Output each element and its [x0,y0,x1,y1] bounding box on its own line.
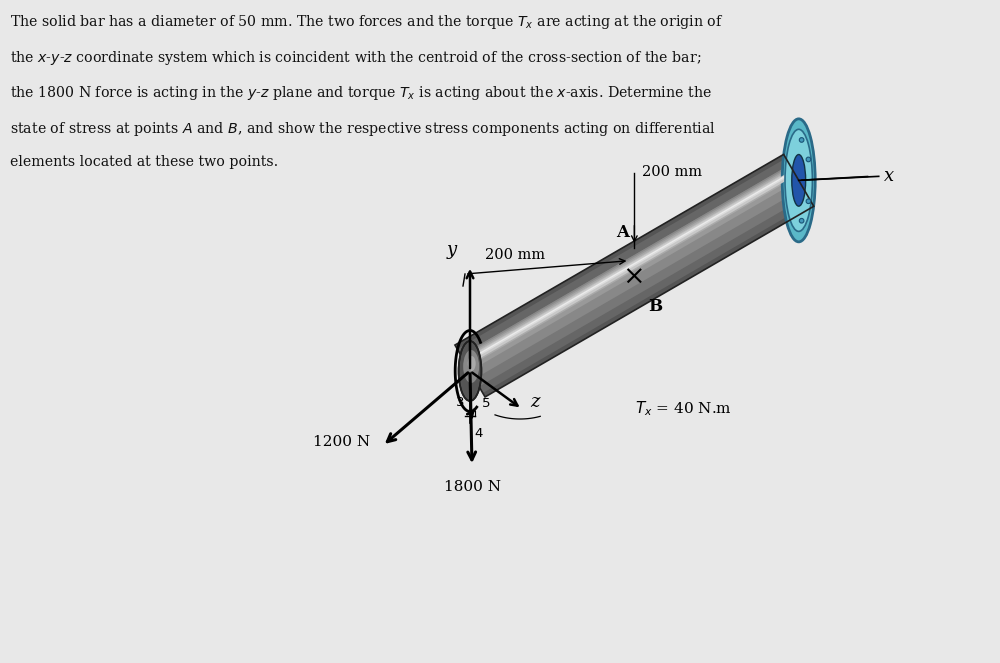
Ellipse shape [792,154,806,206]
Polygon shape [464,170,793,361]
Ellipse shape [468,356,476,371]
Ellipse shape [459,341,481,401]
Ellipse shape [463,350,479,383]
Text: 200 mm: 200 mm [642,164,702,179]
Polygon shape [463,168,794,363]
Polygon shape [461,165,808,387]
Text: $T_x$ = 40 N.m: $T_x$ = 40 N.m [635,400,732,418]
Text: z: z [530,393,540,411]
Polygon shape [457,158,812,393]
Ellipse shape [785,129,812,231]
Polygon shape [462,166,799,371]
Ellipse shape [806,199,811,204]
Text: The solid bar has a diameter of 50 mm. The two forces and the torque $T_x$ are a: The solid bar has a diameter of 50 mm. T… [10,13,724,31]
Text: the $x$-$y$-$z$ coordinate system which is coincident with the centroid of the c: the $x$-$y$-$z$ coordinate system which … [10,48,701,66]
Text: the 1800 N force is acting in the $y$-$z$ plane and torque $T_x$ is acting about: the 1800 N force is acting in the $y$-$z… [10,84,712,102]
Polygon shape [464,170,794,364]
Text: B: B [648,298,662,316]
Text: elements located at these two points.: elements located at these two points. [10,155,278,169]
Ellipse shape [799,218,804,223]
Polygon shape [462,167,796,367]
Text: 5: 5 [482,396,490,410]
Polygon shape [465,171,794,363]
Text: 3: 3 [456,396,464,408]
Text: 200 mm: 200 mm [485,249,545,263]
Ellipse shape [799,138,804,143]
Text: state of stress at points $A$ and $B$, and show the respective stress components: state of stress at points $A$ and $B$, a… [10,119,716,137]
Text: 1200 N: 1200 N [313,435,371,449]
Text: 4: 4 [474,427,482,440]
Text: x: x [884,167,894,186]
Text: 1800 N: 1800 N [444,480,501,494]
Text: A: A [616,223,629,241]
Ellipse shape [806,157,811,162]
Polygon shape [464,170,796,366]
Ellipse shape [782,119,815,242]
Polygon shape [455,154,814,397]
Polygon shape [461,165,803,379]
Text: y: y [447,241,457,259]
